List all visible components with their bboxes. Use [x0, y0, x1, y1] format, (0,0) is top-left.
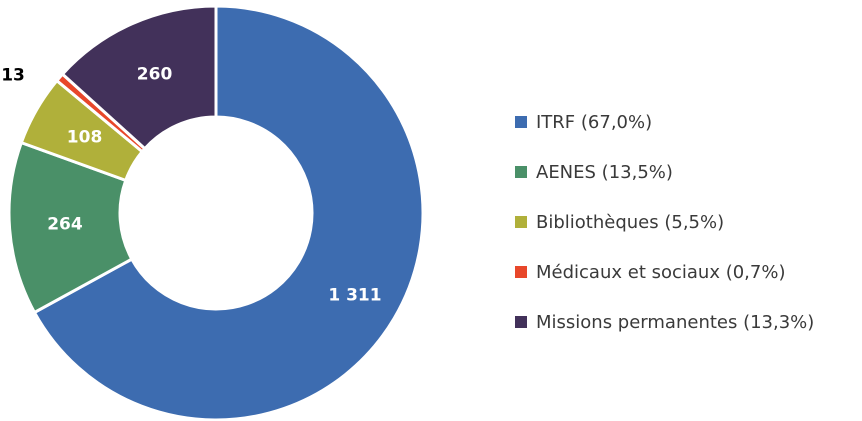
legend-label: AENES (13,5%)	[536, 162, 673, 183]
legend-label: Bibliothèques (5,5%)	[536, 212, 724, 233]
legend-swatch	[515, 166, 527, 178]
legend-swatch	[515, 316, 527, 328]
data-label: 108	[67, 128, 103, 148]
legend-label: ITRF (67,0%)	[536, 112, 652, 133]
legend-swatch	[515, 116, 527, 128]
data-label: 260	[137, 65, 173, 85]
slice	[60, 4, 218, 151]
slice	[7, 140, 134, 315]
legend-swatch	[515, 216, 527, 228]
legend-swatch	[515, 266, 527, 278]
legend-label: Missions permanentes (13,3%)	[536, 312, 814, 333]
data-label: 1 311	[328, 285, 381, 305]
legend-label: Médicaux et sociaux (0,7%)	[536, 262, 785, 283]
data-label: 264	[47, 215, 83, 235]
data-label: 13	[1, 66, 25, 86]
slice	[32, 4, 425, 421]
